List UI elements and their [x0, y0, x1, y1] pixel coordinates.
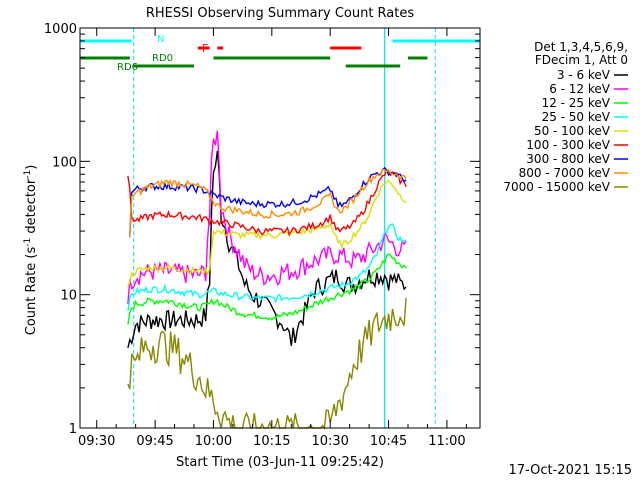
- x-axis-ticks: 09:30 09:45 10:00 10:15 10:30 10:45 11:00: [78, 28, 467, 449]
- series-line-6: [129, 166, 407, 236]
- flag-bars: [80, 39, 480, 68]
- x-tick-label-6: 11:00: [428, 434, 465, 449]
- series-line-7: [129, 168, 407, 238]
- legend-header-1: Det 1,3,4,5,6,9,: [534, 40, 628, 54]
- series-line-3: [127, 223, 407, 312]
- x-tick-label-2: 10:00: [195, 434, 232, 449]
- annotation-rd0: RD0: [152, 53, 173, 64]
- annotation-rd6: RD6: [117, 62, 138, 73]
- y-axis-label: Count Rate (s-1 detector-1): [23, 165, 39, 336]
- series-line-5: [127, 170, 407, 237]
- y-tick-label-2: 100: [52, 155, 77, 170]
- legend-label-0: 3 - 6 keV: [557, 68, 611, 82]
- legend-label-6: 300 - 800 keV: [526, 152, 610, 166]
- legend-label-5: 100 - 300 keV: [526, 138, 610, 152]
- x-tick-label-4: 10:30: [311, 434, 348, 449]
- plot-border: [79, 27, 481, 429]
- chart-title: RHESSI Observing Summary Count Rates: [146, 6, 415, 21]
- y-tick-label-0: 1: [69, 422, 77, 437]
- series-lines: [127, 130, 407, 430]
- x-axis-label: Start Time (03-Jun-11 09:25:42): [176, 455, 384, 470]
- x-tick-label-5: 10:45: [370, 434, 407, 449]
- legend-label-3: 25 - 50 keV: [542, 110, 611, 124]
- series-line-1: [127, 130, 407, 304]
- annotation-n: N: [157, 34, 164, 45]
- legend-label-1: 6 - 12 keV: [549, 82, 611, 96]
- legend-label-8: 7000 - 15000 keV: [503, 180, 610, 194]
- plot-area: [133, 28, 436, 428]
- legend-header-2: FDecim 1, Att 0: [535, 53, 628, 67]
- plot-frame: [79, 27, 481, 429]
- x-tick-label-0: 09:30: [78, 434, 115, 449]
- legend-label-7: 800 - 7000 keV: [519, 166, 611, 180]
- x-tick-label-3: 10:15: [253, 434, 290, 449]
- footer-timestamp: 17-Oct-2021 15:15: [509, 463, 632, 478]
- series-line-4: [127, 179, 407, 288]
- series-line-2: [127, 253, 407, 325]
- legend: Det 1,3,4,5,6,9, FDecim 1, Att 0 3 - 6 k…: [503, 40, 628, 194]
- y-axis-ticks: 1 10 100 1000: [44, 22, 480, 437]
- x-tick-label-1: 09:45: [136, 434, 173, 449]
- legend-label-2: 12 - 25 keV: [542, 96, 611, 110]
- y-tick-label-3: 1000: [44, 22, 77, 37]
- legend-label-4: 50 - 100 keV: [534, 124, 611, 138]
- annotation-f: F: [202, 42, 208, 55]
- y-tick-label-1: 10: [60, 289, 77, 304]
